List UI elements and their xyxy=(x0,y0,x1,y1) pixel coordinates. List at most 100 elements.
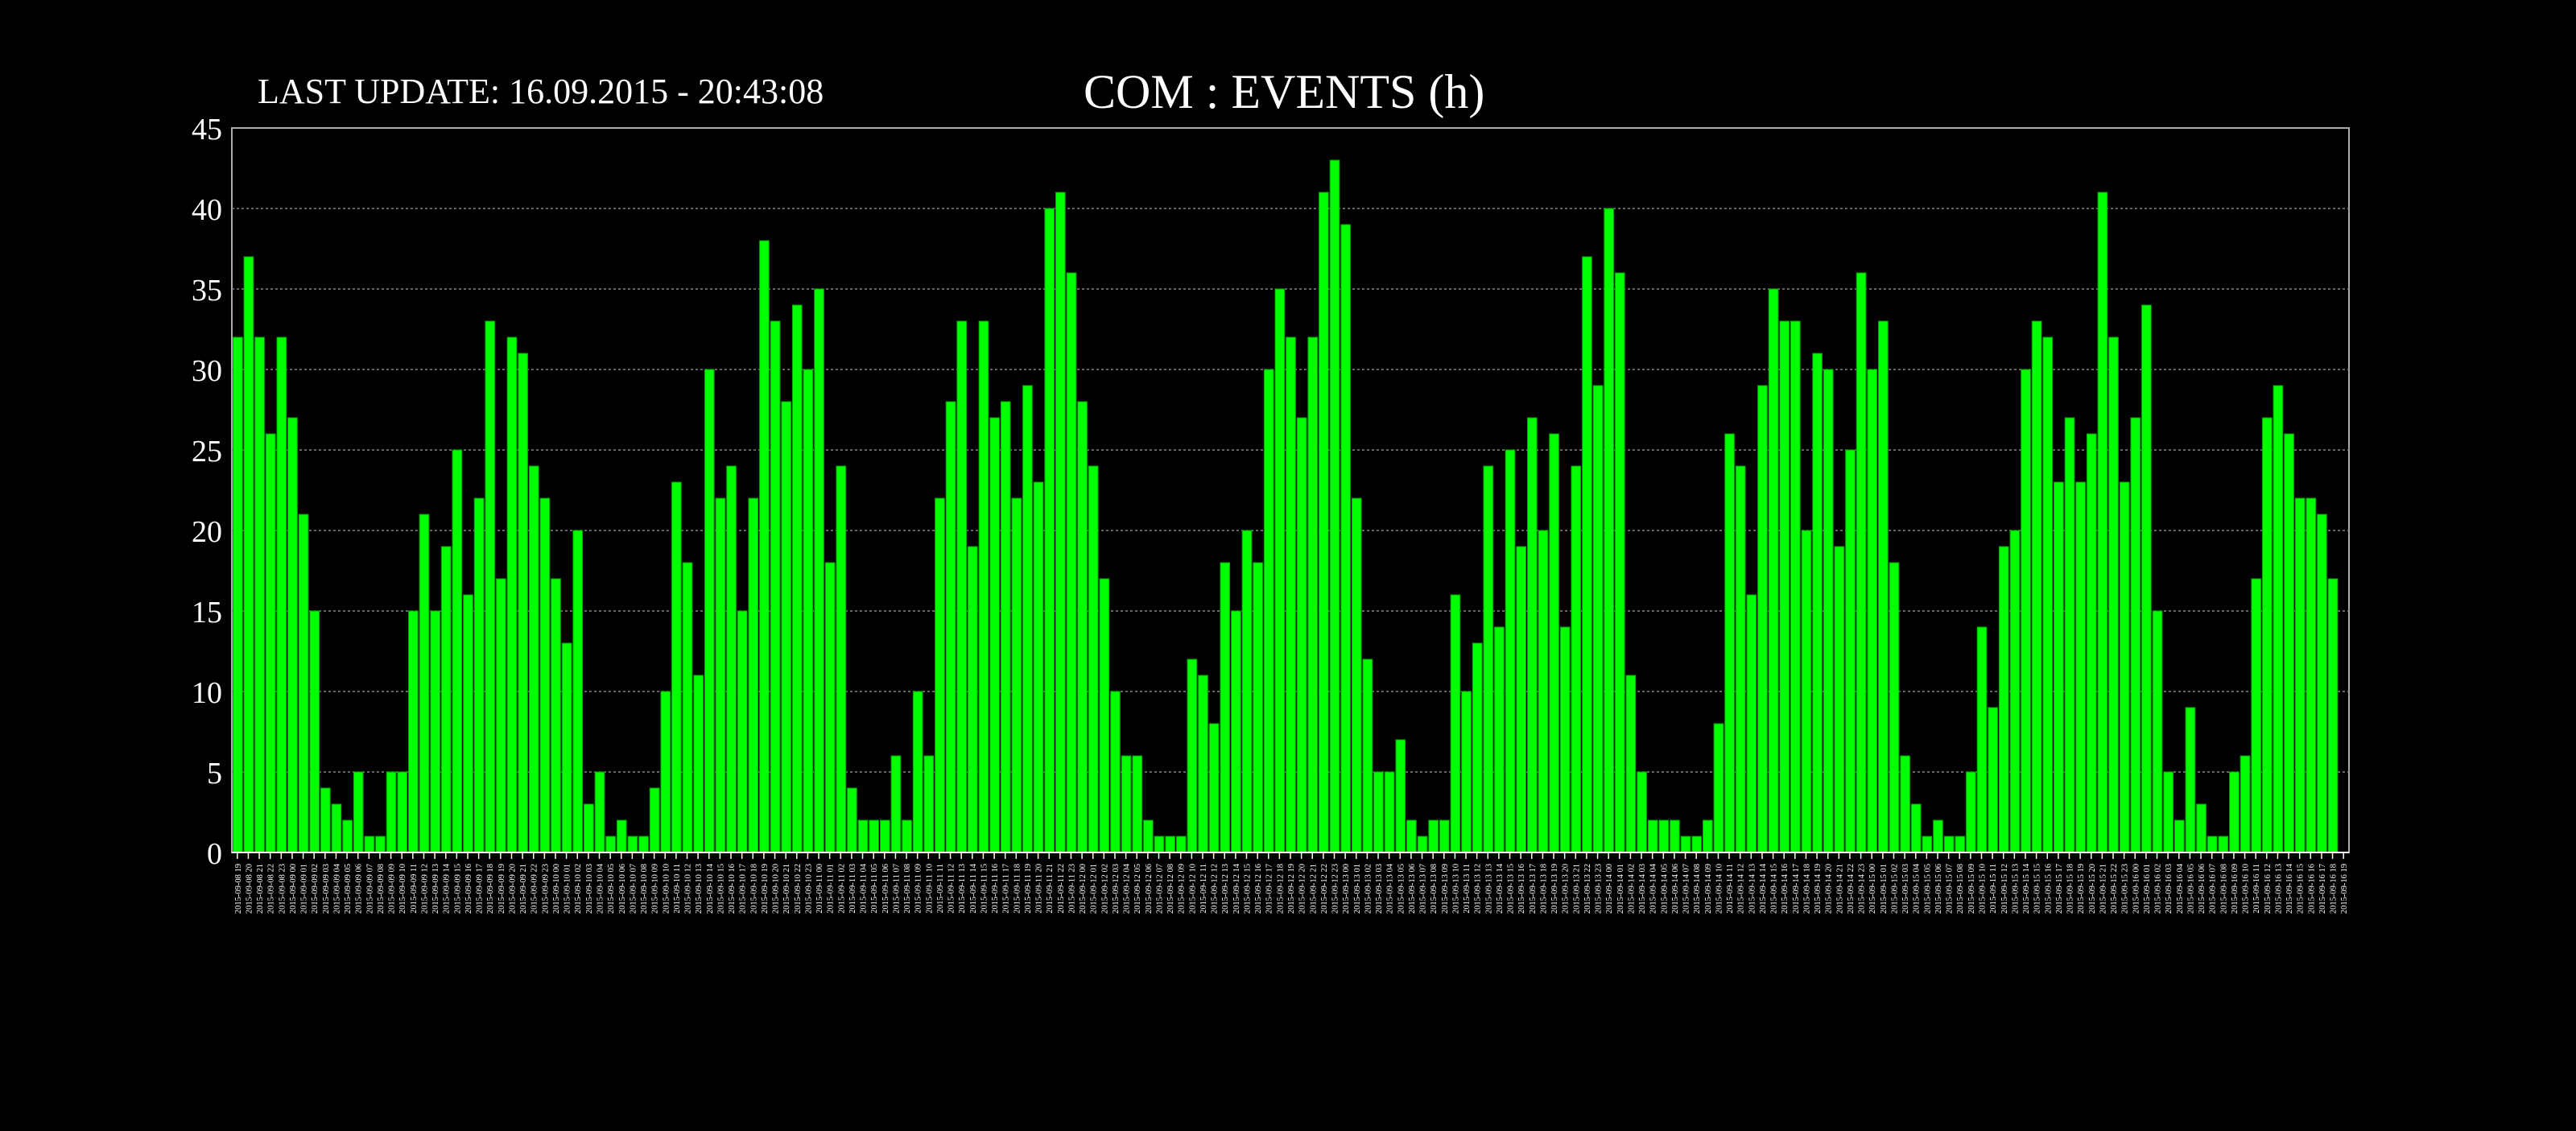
bar xyxy=(803,369,814,853)
x-tick-label: 2015-09-13 08 xyxy=(1430,864,1439,914)
bar xyxy=(935,497,945,853)
bar xyxy=(572,530,584,853)
x-tick-label: 2015-09-14 15 xyxy=(1770,864,1779,914)
bar xyxy=(2021,369,2031,853)
x-tick-label: 2015-09-09 13 xyxy=(431,864,440,914)
bar xyxy=(2306,497,2317,853)
bar xyxy=(671,481,682,853)
x-tick-label: 2015-09-09 18 xyxy=(486,864,495,914)
bar xyxy=(1856,272,1867,853)
x-tick-label: 2015-09-08 22 xyxy=(267,864,276,914)
bar xyxy=(1187,658,1198,853)
x-tick-label: 2015-09-14 16 xyxy=(1781,864,1790,914)
bar xyxy=(1417,836,1428,853)
bar xyxy=(770,320,781,853)
x-tick-label: 2015-09-16 18 xyxy=(2330,864,2339,914)
x-tick-label: 2015-09-09 10 xyxy=(398,864,407,914)
bar xyxy=(1625,675,1637,853)
bar xyxy=(1516,546,1526,853)
x-tick-label: 2015-09-14 23 xyxy=(1858,864,1867,914)
x-tick-label: 2015-09-12 04 xyxy=(1123,863,1132,914)
x-tick-label: 2015-09-15 18 xyxy=(2066,864,2075,914)
bar xyxy=(561,642,572,853)
x-tick-label: 2015-09-11 15 xyxy=(980,864,989,914)
bar xyxy=(1220,562,1231,853)
bar xyxy=(2075,481,2086,853)
x-tick-label: 2015-09-12 08 xyxy=(1166,864,1175,914)
x-tick-label: 2015-09-10 09 xyxy=(651,864,660,914)
x-tick-label: 2015-09-11 23 xyxy=(1067,864,1076,914)
bar xyxy=(923,755,935,853)
bar xyxy=(1319,192,1329,853)
bar xyxy=(309,610,320,853)
x-tick-label: 2015-09-12 21 xyxy=(1309,864,1318,914)
bar xyxy=(857,819,869,853)
bar xyxy=(243,256,254,853)
x-tick-label: 2015-09-10 13 xyxy=(695,864,704,914)
x-tick-label: 2015-09-09 21 xyxy=(519,864,528,914)
bar xyxy=(2294,497,2306,853)
x-tick-label: 2015-09-11 13 xyxy=(958,864,967,914)
bar xyxy=(1614,272,1625,853)
bar xyxy=(2141,304,2152,853)
x-tick-label: 2015-09-11 05 xyxy=(870,864,879,914)
y-tick-label: 40 xyxy=(192,193,222,227)
bar xyxy=(912,691,923,853)
x-tick-label: 2015-09-15 01 xyxy=(1880,864,1889,914)
x-tick-label: 2015-09-14 04 xyxy=(1649,863,1658,914)
bar xyxy=(968,546,978,853)
x-tick-label: 2015-09-16 08 xyxy=(2219,864,2228,914)
bar xyxy=(397,771,408,853)
y-tick-label: 30 xyxy=(192,354,222,388)
bar xyxy=(1998,546,2009,853)
bar xyxy=(1538,530,1549,853)
x-tick-label: 2015-09-14 19 xyxy=(1814,864,1823,914)
x-tick-label: 2015-09-11 19 xyxy=(1024,864,1033,914)
bar xyxy=(902,819,912,853)
x-tick-label: 2015-09-15 10 xyxy=(1978,864,1987,914)
x-tick-label: 2015-09-10 04 xyxy=(597,863,605,914)
bar xyxy=(1154,836,1165,853)
x-tick-label: 2015-09-11 07 xyxy=(892,864,901,914)
x-tick-label: 2015-09-09 03 xyxy=(322,864,331,914)
x-tick-label: 2015-09-15 14 xyxy=(2022,863,2031,914)
x-tick-label: 2015-09-10 05 xyxy=(607,864,616,914)
bar xyxy=(1384,771,1395,853)
bar xyxy=(430,610,440,853)
x-tick-label: 2015-09-15 23 xyxy=(2121,864,2130,914)
bar xyxy=(1790,320,1801,853)
x-tick-label: 2015-09-13 12 xyxy=(1474,864,1483,914)
x-tick-label: 2015-09-12 12 xyxy=(1211,864,1220,914)
x-tick-label: 2015-09-14 21 xyxy=(1835,864,1844,914)
bar xyxy=(2152,610,2163,853)
x-tick-label: 2015-09-09 01 xyxy=(300,864,309,914)
bar xyxy=(791,304,803,853)
bar xyxy=(584,803,594,853)
x-tick-label: 2015-09-16 12 xyxy=(2264,864,2273,914)
x-tick-label: 2015-09-10 18 xyxy=(749,864,758,914)
bar xyxy=(1439,819,1450,853)
x-tick-label: 2015-09-16 14 xyxy=(2285,863,2294,914)
bar xyxy=(473,497,485,853)
x-tick-label: 2015-09-13 22 xyxy=(1583,864,1592,914)
bar xyxy=(1373,771,1384,853)
bar xyxy=(2327,578,2339,853)
x-tick-label: 2015-09-09 22 xyxy=(530,864,539,914)
x-tick-label: 2015-09-16 16 xyxy=(2307,864,2316,914)
bar xyxy=(1724,433,1735,853)
x-tick-label: 2015-09-14 03 xyxy=(1638,864,1647,914)
bar xyxy=(1143,819,1154,853)
bar xyxy=(1878,320,1889,853)
bar xyxy=(1231,610,1241,853)
bar xyxy=(1768,288,1779,853)
y-tick-label: 35 xyxy=(192,274,222,308)
bar xyxy=(2086,433,2097,853)
x-tick-label: 2015-09-13 15 xyxy=(1507,864,1516,914)
x-tick-label: 2015-09-11 03 xyxy=(848,864,857,914)
bar xyxy=(715,497,726,853)
x-tick-label: 2015-09-12 20 xyxy=(1298,864,1307,914)
x-tick-label: 2015-09-09 16 xyxy=(464,864,473,914)
x-tick-label: 2015-09-11 06 xyxy=(881,864,890,914)
x-tick-label: 2015-09-12 15 xyxy=(1243,864,1252,914)
x-tick-label: 2015-09-15 08 xyxy=(1956,864,1965,914)
